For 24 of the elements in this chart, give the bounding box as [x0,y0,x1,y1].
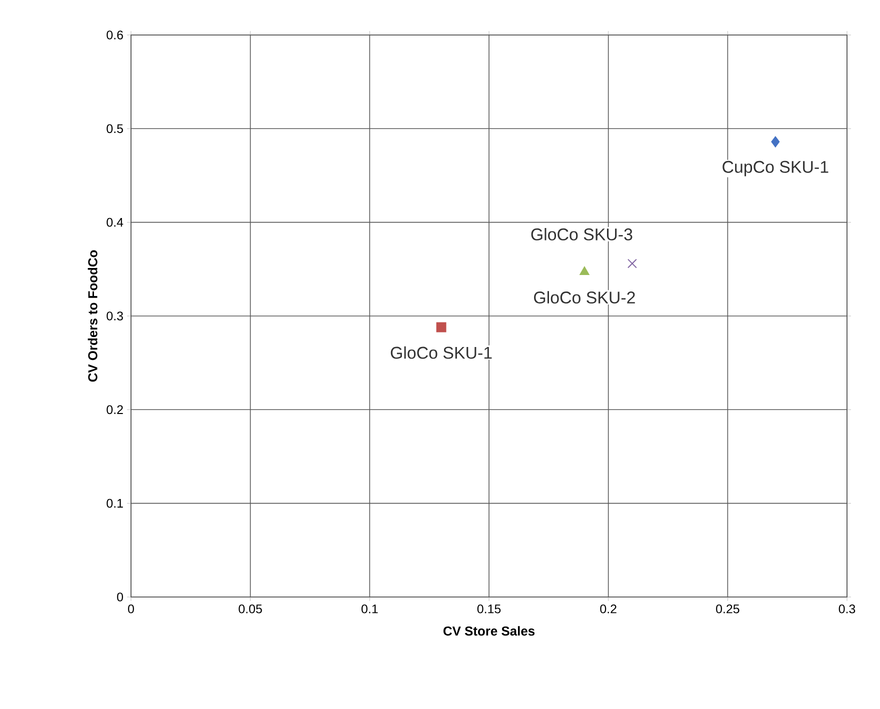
point [436,322,446,332]
series-label: GloCo SKU-2 [534,291,635,304]
y-tick-label: 0.2 [106,405,123,414]
y-tick-label: 0.1 [106,498,123,508]
x-tick-label: 0.05 [238,604,262,614]
x-axis-title: CV Store Sales [443,626,535,636]
y-tick-label: 0.4 [106,218,124,227]
series-label: GloCo SKU-3 [531,228,632,240]
point [580,266,590,275]
y-tick-label: 0.5 [106,124,123,134]
y-tick-label: 0 [117,592,124,602]
x-tick-label: 0 [128,604,134,614]
point [771,136,780,148]
point [627,258,637,268]
x-tick-label: 0.3 [838,604,856,614]
x-tick-label: 0.1 [362,604,378,614]
x-tick-label: 0.25 [716,604,740,614]
y-axis-title: CV Orders to FoodCo [88,250,98,382]
series-label: CupCo SKU-1 [722,160,828,176]
x-tick-label: 0.2 [600,604,616,614]
y-tick-label: 0.6 [106,30,123,40]
y-tick-label: 0.3 [106,312,123,320]
series-label: GloCo SKU-1 [390,346,492,359]
x-tick-label: 0.15 [477,604,501,614]
